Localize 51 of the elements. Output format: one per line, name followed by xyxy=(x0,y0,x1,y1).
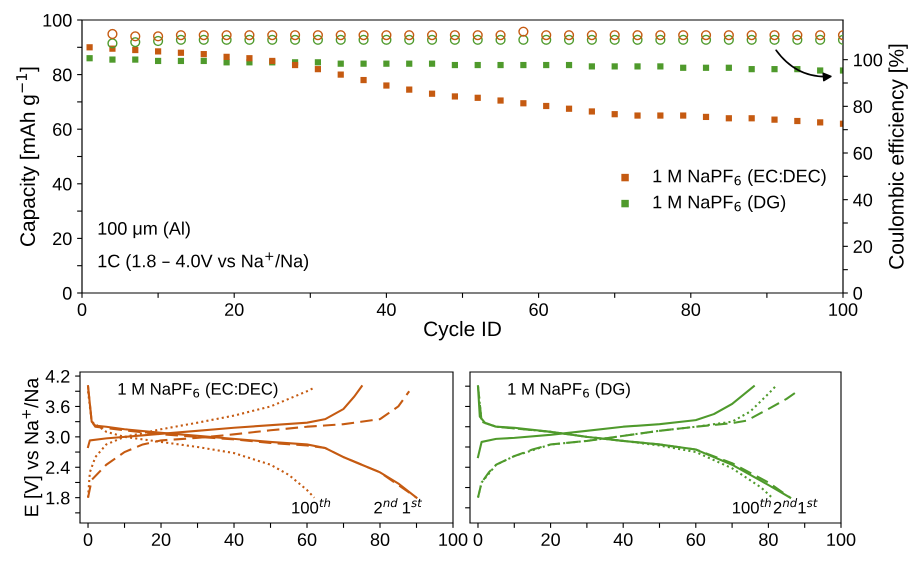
y2-tick-label: 60 xyxy=(854,146,872,160)
x-tick-label: 60 xyxy=(686,533,706,546)
y2-tick-label: 80 xyxy=(854,100,872,114)
x-tick-label: 60 xyxy=(298,533,316,546)
x-axis-title: Cycle ID xyxy=(424,320,501,340)
x-tick-label: 20 xyxy=(225,303,244,316)
x-tick-label: 80 xyxy=(370,533,390,546)
x-tick-label: 100 xyxy=(439,533,468,546)
annotation: 1C (1.8 – 4.0V vs Na$^{+}$/Na) xyxy=(98,252,308,271)
x-tick-label: 60 xyxy=(529,303,548,316)
y-axis-title: E [V] vs Na$^{+}$/Na xyxy=(22,378,42,516)
annotation: 100$^{th}$ xyxy=(732,498,771,514)
y2-tick-label: 40 xyxy=(853,194,872,206)
x-tick-label: 20 xyxy=(541,533,560,546)
x-tick-label: 40 xyxy=(614,533,633,546)
annotation: 100$^{th}$ xyxy=(292,498,330,514)
legend-label: 1 M NaPF$_{6}$ (EC:DEC) xyxy=(654,169,826,186)
x-tick-label: 40 xyxy=(376,303,396,316)
x-tick-label: 0 xyxy=(84,533,92,546)
x-tick-label: 80 xyxy=(682,303,700,316)
y-tick-label: 20 xyxy=(53,232,72,246)
legend-label: 1 M NaPF$_{6}$ (DG) xyxy=(654,195,786,212)
annotation: 1 M NaPF$_{6}$ (EC:DEC) xyxy=(118,382,278,398)
y-tick-label: 60 xyxy=(53,123,72,136)
y2-tick-label: 20 xyxy=(854,240,872,254)
annotation: 2$^{nd}$ xyxy=(374,498,398,514)
x-tick-label: 40 xyxy=(224,533,244,546)
annotation: 2$^{nd}$ xyxy=(774,498,798,514)
y-tick-label: 0 xyxy=(62,286,72,300)
annotation: 1$^{st}$ xyxy=(402,498,422,514)
y2-tick-label: 100 xyxy=(854,54,882,66)
x-tick-label: 0 xyxy=(474,533,482,546)
y-tick-label: 100 xyxy=(44,14,72,27)
y-tick-label: 3.6 xyxy=(46,400,70,414)
x-tick-label: 100 xyxy=(827,533,856,546)
y-tick-label: 80 xyxy=(52,68,72,82)
y-tick-label: 1.8 xyxy=(46,492,70,504)
y-tick-label: 3.0 xyxy=(46,430,70,444)
y-tick-label: 2.4 xyxy=(46,461,70,474)
annotation: 100 μm (Al) xyxy=(98,222,190,238)
annotation: 1$^{st}$ xyxy=(798,498,818,514)
x-tick-label: 100 xyxy=(829,303,858,316)
y2-tick-label: 0 xyxy=(853,286,862,300)
x-tick-label: 80 xyxy=(759,533,778,546)
y-tick-label: 4.2 xyxy=(46,370,70,383)
y-tick-label: 40 xyxy=(52,178,72,191)
x-tick-label: 20 xyxy=(152,533,170,546)
y-axis-title: Capacity [mAh g$^{−1}$] xyxy=(16,68,40,246)
y2-axis-title: Coulombic efficiency [%] xyxy=(888,44,908,269)
annotation: 1 M NaPF$_{6}$ (DG) xyxy=(508,382,630,398)
x-tick-label: 0 xyxy=(78,303,86,316)
